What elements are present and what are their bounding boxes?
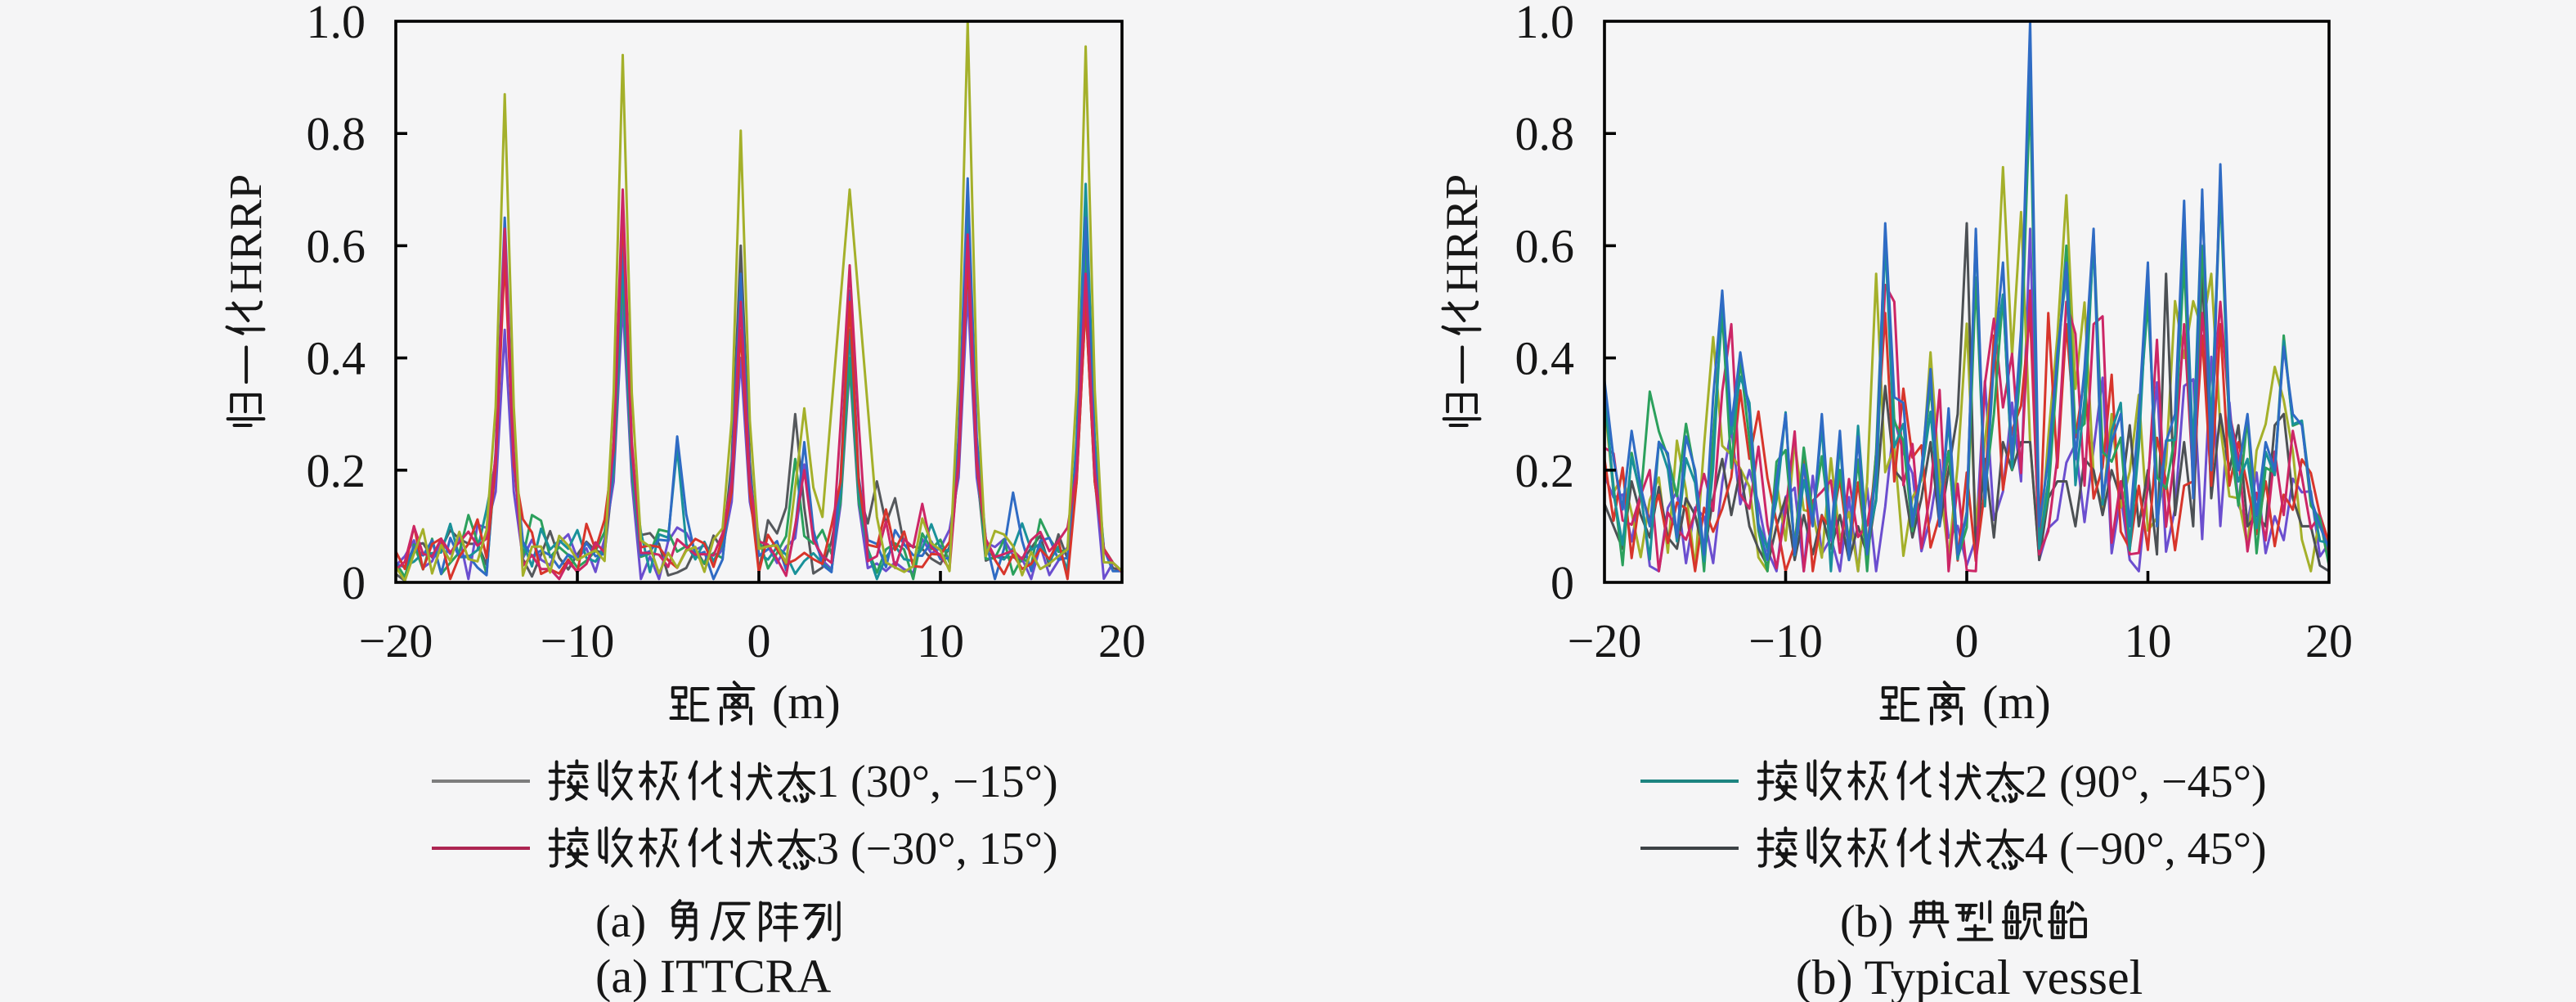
svg-text:(m): (m): [1982, 676, 2051, 729]
svg-text:0: 0: [1955, 614, 1979, 667]
svg-text:2 (90°, −45°): 2 (90°, −45°): [2025, 757, 2267, 807]
svg-text:0.2: 0.2: [307, 444, 366, 497]
svg-text:(m): (m): [772, 676, 841, 729]
svg-text:0: 0: [747, 614, 771, 667]
svg-text:4 (−90°, 45°): 4 (−90°, 45°): [2025, 824, 2267, 874]
svg-text:20: 20: [2305, 614, 2353, 667]
svg-text:HRRP: HRRP: [221, 174, 272, 294]
svg-text:1.0: 1.0: [307, 0, 366, 48]
svg-text:0.4: 0.4: [1515, 332, 1575, 385]
svg-text:1.0: 1.0: [1515, 0, 1575, 48]
svg-text:(a): (a): [595, 896, 646, 947]
svg-text:−10: −10: [541, 614, 615, 667]
svg-text:0.6: 0.6: [1515, 219, 1575, 272]
svg-text:−10: −10: [1748, 614, 1823, 667]
svg-text:HRRP: HRRP: [1437, 174, 1488, 294]
svg-text:0.6: 0.6: [307, 219, 366, 272]
svg-text:0: 0: [342, 556, 366, 609]
svg-text:0: 0: [1551, 556, 1574, 609]
svg-text:0.4: 0.4: [307, 332, 366, 385]
svg-text:(b): (b): [1840, 896, 1893, 947]
svg-text:10: 10: [2125, 614, 2172, 667]
svg-text:−20: −20: [1568, 614, 1642, 667]
svg-text:0.2: 0.2: [1515, 444, 1575, 497]
svg-text:−20: −20: [359, 614, 433, 667]
svg-text:10: 10: [917, 614, 964, 667]
svg-text:0.8: 0.8: [307, 107, 366, 160]
svg-text:(a) ITTCRA: (a) ITTCRA: [595, 950, 831, 1002]
svg-text:(b) Typical vessel: (b) Typical vessel: [1796, 950, 2143, 1002]
svg-text:3 (−30°, 15°): 3 (−30°, 15°): [816, 824, 1058, 874]
svg-text:0.8: 0.8: [1515, 107, 1575, 160]
svg-text:1 (30°, −15°): 1 (30°, −15°): [816, 757, 1058, 807]
svg-text:20: 20: [1098, 614, 1146, 667]
